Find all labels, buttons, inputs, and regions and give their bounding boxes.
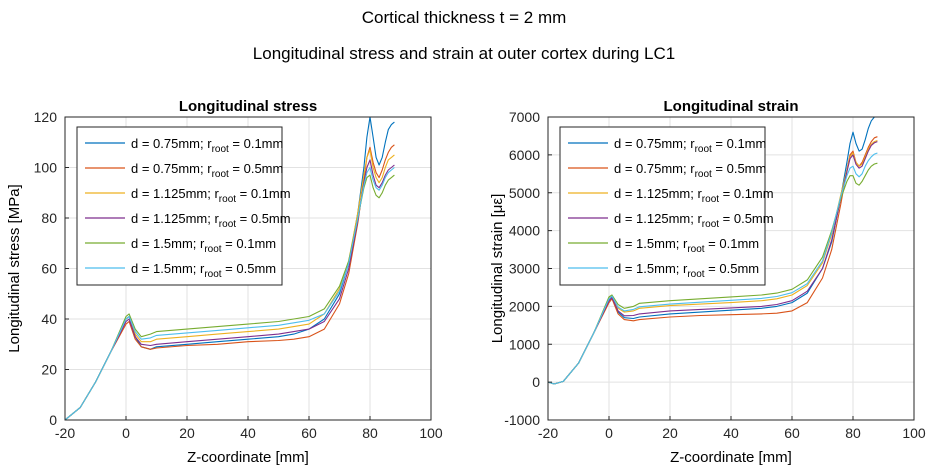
x-tick-label: 80 (362, 425, 378, 441)
series-line-4 (65, 159, 395, 420)
y-tick-label: 120 (34, 109, 58, 125)
series-line-5 (65, 174, 395, 420)
y-tick-label: 2000 (509, 298, 540, 314)
legend-box (559, 126, 766, 286)
y-tick-label: 6000 (509, 147, 540, 163)
legend-label-1: d = 0.75mm; rroot = 0.1mm (131, 136, 283, 155)
series-line-2 (65, 144, 395, 420)
legend-label-2: d = 0.75mm; rroot = 0.5mm (131, 161, 283, 180)
x-tick-label: 60 (784, 425, 800, 441)
figure-subtitle: Longitudinal stress and strain at outer … (252, 44, 676, 63)
legend-label-6: d = 1.5mm; rroot = 0.5mm (131, 261, 276, 280)
y-tick-label: 4000 (509, 223, 540, 239)
legend-label-3: d = 1.125mm; rroot = 0.1mm (614, 186, 774, 205)
x-tick-label: -20 (55, 425, 75, 441)
legend-label-4: d = 1.125mm; rroot = 0.5mm (131, 211, 291, 230)
legend-label-5: d = 1.5mm; rroot = 0.1mm (131, 236, 276, 255)
y-tick-label: 20 (41, 362, 57, 378)
chart-2: -20 0 20 40 60 80 100 -1000 0 1000 2000 3000 4000 500… (489, 98, 926, 466)
x-tick-label: 40 (723, 425, 739, 441)
legend-label-3: d = 1.125mm; rroot = 0.1mm (131, 186, 291, 205)
legend-label-5: d = 1.5mm; rroot = 0.1mm (614, 236, 759, 255)
y-tick-label: 100 (34, 160, 58, 176)
series-line-4 (548, 141, 878, 385)
y-tick-label: -1000 (504, 412, 540, 428)
y-tick-label: 80 (41, 210, 57, 226)
y-tick-label: 1000 (509, 336, 540, 352)
legend-label-6: d = 1.5mm; rroot = 0.5mm (614, 261, 759, 280)
y-tick-label: 7000 (509, 109, 540, 125)
x-axis-label: Z-coordinate [mm] (670, 449, 792, 466)
x-tick-label: 0 (122, 425, 130, 441)
series-group (548, 117, 878, 385)
legend-label-1: d = 0.75mm; rroot = 0.1mm (614, 136, 766, 155)
series-line-5 (548, 162, 878, 385)
y-tick-label: 60 (41, 261, 57, 277)
x-tick-label: 20 (179, 425, 195, 441)
series-line-6 (548, 152, 878, 385)
chart-title: Longitudinal strain (664, 98, 799, 115)
y-tick-label: 5000 (509, 185, 540, 201)
figure-title: Cortical thickness t = 2 mm (361, 8, 567, 27)
x-tick-label: 40 (240, 425, 256, 441)
y-tick-label: 0 (49, 412, 57, 428)
legend-label-4: d = 1.125mm; rroot = 0.5mm (614, 211, 774, 230)
chart-1: -20 0 20 40 60 80 100020406080100120Longitudin… (6, 98, 443, 466)
x-tick-label: -20 (538, 425, 558, 441)
legend-label-2: d = 0.75mm; rroot = 0.5mm (614, 161, 766, 180)
x-axis-label: Z-coordinate [mm] (187, 449, 309, 466)
chart-title: Longitudinal stress (179, 98, 317, 115)
x-tick-label: 60 (301, 425, 317, 441)
series-group (65, 117, 395, 420)
y-axis-label: Longitudinal strain [με] (489, 194, 506, 344)
x-tick-label: 20 (662, 425, 678, 441)
series-line-6 (65, 166, 395, 420)
legend-box (76, 126, 283, 286)
x-tick-label: 100 (419, 425, 443, 441)
x-tick-label: 0 (605, 425, 613, 441)
x-tick-label: 80 (845, 425, 861, 441)
y-tick-label: 40 (41, 311, 57, 327)
x-tick-label: 100 (902, 425, 926, 441)
y-tick-label: 0 (532, 374, 540, 390)
series-line-2 (548, 136, 878, 385)
y-tick-label: 3000 (509, 261, 540, 277)
y-axis-label: Longitudinal stress [MPa] (6, 184, 23, 352)
